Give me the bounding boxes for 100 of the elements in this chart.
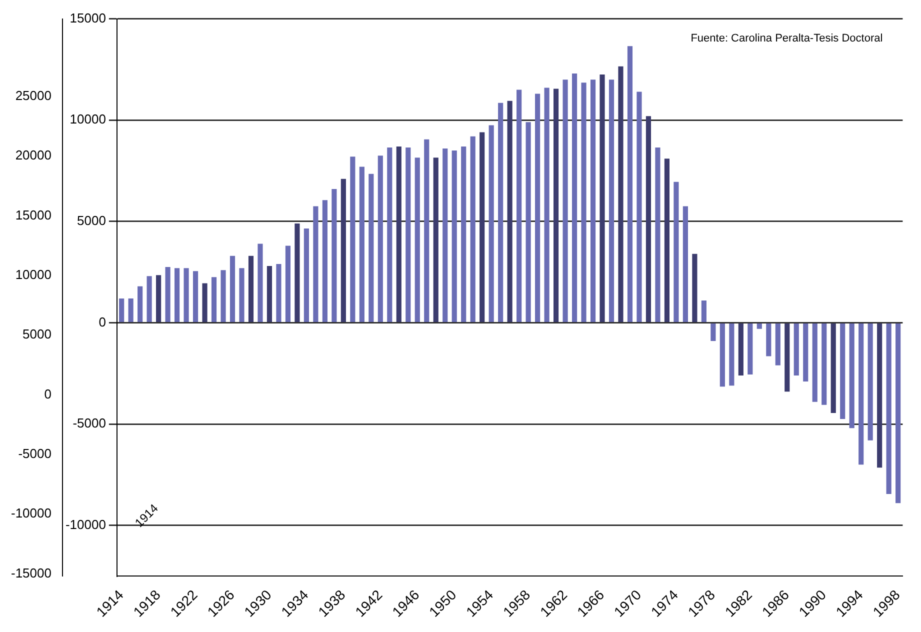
bar <box>294 223 300 322</box>
bar <box>220 270 226 322</box>
bar <box>424 139 430 322</box>
bar <box>646 116 652 322</box>
bar <box>146 276 152 322</box>
bar <box>748 324 753 374</box>
bar <box>480 132 485 322</box>
bar <box>230 256 236 322</box>
y2-tick-label: 15000 <box>15 207 52 222</box>
bar <box>655 147 660 322</box>
bar <box>332 189 337 322</box>
bar <box>128 298 134 322</box>
bar <box>822 324 827 405</box>
bar <box>340 178 346 322</box>
bar <box>498 102 504 322</box>
bar <box>572 74 578 322</box>
bar <box>174 268 180 322</box>
bar <box>738 324 744 376</box>
bar <box>488 125 494 322</box>
y-tick-label: 0 <box>98 314 106 330</box>
bar <box>211 277 217 322</box>
bar <box>554 88 559 322</box>
y2-tick-label: 5000 <box>22 326 52 342</box>
annotation: Fuente: Carolina Peralta-Tesis Doctoral <box>690 32 883 44</box>
bar <box>756 324 762 329</box>
bar <box>608 80 614 322</box>
bar <box>896 324 901 504</box>
y2-tick-label: 10000 <box>15 266 52 282</box>
y2-tick-label: -15000 <box>10 565 52 580</box>
bar <box>682 206 688 322</box>
bar <box>507 100 512 322</box>
bar <box>886 324 892 494</box>
bar <box>470 136 476 322</box>
bar <box>590 80 596 322</box>
y-tick-label: 15000 <box>70 10 106 26</box>
bar <box>165 267 170 322</box>
bar <box>406 147 411 322</box>
y2-tick-label: 0 <box>44 386 52 402</box>
bar <box>535 94 540 322</box>
bar <box>581 82 586 322</box>
bar <box>239 268 244 322</box>
bar <box>766 324 772 356</box>
bar <box>138 286 143 322</box>
bar <box>414 158 420 322</box>
bar <box>664 158 670 322</box>
y-tick-label: 5000 <box>77 213 106 228</box>
bar <box>868 324 873 440</box>
bar <box>627 46 633 322</box>
bar <box>248 256 254 322</box>
bar <box>729 324 734 386</box>
bar <box>258 244 263 322</box>
bar <box>858 324 864 465</box>
bar <box>526 122 531 322</box>
bar <box>396 146 402 322</box>
bar <box>322 200 328 322</box>
y-tick-label: -10000 <box>65 517 106 532</box>
bar <box>368 174 374 322</box>
bar <box>775 324 780 366</box>
bar <box>840 324 846 420</box>
bar <box>461 146 466 322</box>
bar <box>202 283 208 322</box>
bar <box>359 166 364 322</box>
bar <box>849 324 854 428</box>
bar <box>452 150 457 322</box>
bar <box>877 324 882 468</box>
bar <box>720 324 725 387</box>
bar <box>192 271 198 322</box>
bar <box>387 147 392 322</box>
bar <box>304 228 309 322</box>
bar <box>812 324 818 402</box>
y2-tick-label: 20000 <box>15 148 52 163</box>
bar <box>562 80 568 322</box>
bar <box>350 156 356 322</box>
bar <box>266 266 272 322</box>
bar <box>803 324 808 382</box>
y2-tick-label: -5000 <box>18 446 52 461</box>
bar <box>674 182 679 322</box>
bar <box>184 268 189 322</box>
bar <box>794 324 799 376</box>
y-tick-label: 10000 <box>70 112 106 127</box>
bar <box>692 254 698 322</box>
bar <box>156 275 162 322</box>
bar <box>636 92 642 322</box>
bar <box>119 298 124 322</box>
bar <box>313 206 318 322</box>
bar <box>600 74 605 322</box>
bar <box>433 158 438 322</box>
bar <box>276 264 282 322</box>
bar <box>442 148 448 322</box>
bar <box>516 90 522 322</box>
bar <box>378 156 383 322</box>
y2-tick-label: 25000 <box>15 88 52 103</box>
bar <box>285 246 291 322</box>
bar <box>618 66 624 322</box>
y2-tick-label: -10000 <box>10 506 52 521</box>
y-tick-label: -5000 <box>72 416 106 431</box>
bar <box>830 324 836 413</box>
bar <box>701 300 706 322</box>
bar <box>710 324 716 342</box>
bar <box>544 88 550 322</box>
